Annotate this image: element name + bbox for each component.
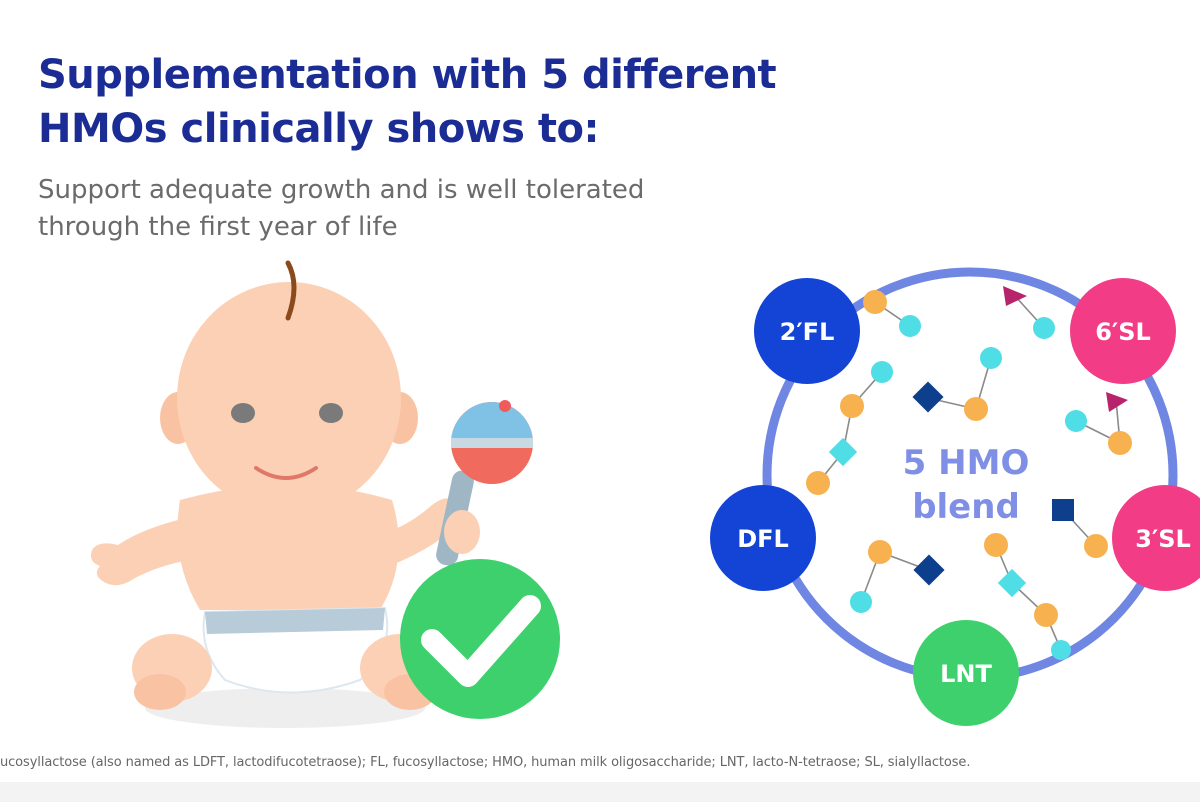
orange-nodes <box>806 290 1132 627</box>
check-icon <box>400 559 560 719</box>
bubble-circle <box>1112 485 1200 591</box>
bubble-circle <box>754 278 860 384</box>
baby-illustration <box>91 260 560 728</box>
bubble-label-2fl: 2′FL <box>780 318 835 346</box>
blend-center-line-2: blend <box>912 487 1020 527</box>
baby-right-arm <box>380 498 462 565</box>
bubble-label-dfl: DFL <box>737 525 789 553</box>
baby-head <box>177 282 401 514</box>
baby-hair-curl <box>285 260 297 321</box>
baby-left-arm <box>91 520 190 586</box>
hmo-bubble-6sl: 6′SL <box>1070 278 1176 384</box>
hmo-bubble-3sl: 3′SL <box>1112 485 1200 591</box>
page-title: Supplementation with 5 different HMOs cl… <box>38 48 838 156</box>
subtitle-line-2: through the first year of life <box>38 212 398 242</box>
diaper-band <box>205 608 385 634</box>
hmo-bubble-2fl: 2′FL <box>754 278 860 384</box>
page-subtitle: Support adequate growth and is well tole… <box>38 172 758 246</box>
cyan-diamonds <box>828 437 1027 598</box>
footnote: ucosyllactose (also named as LDFT, lacto… <box>0 755 971 770</box>
bubble-label-3sl: 3′SL <box>1135 525 1191 553</box>
cyan-nodes <box>850 315 1087 660</box>
hmo-bubble-dfl: DFL <box>710 485 816 591</box>
title-line-1: Supplementation with 5 different <box>38 52 777 98</box>
baby-shadow <box>145 688 425 728</box>
bubble-circle <box>913 620 1019 726</box>
baby-left-eye <box>231 403 255 423</box>
baby-torso <box>177 485 399 610</box>
baby-hand <box>444 510 480 554</box>
blend-center-line-1: 5 HMO <box>903 443 1030 483</box>
baby-right-eye <box>319 403 343 423</box>
title-line-2: HMOs clinically shows to: <box>38 106 600 152</box>
hmo-bubble-lnt: LNT <box>913 620 1019 726</box>
subtitle-line-1: Support adequate growth and is well tole… <box>38 175 645 205</box>
hmo-blend-diagram: 5 HMO blend 2′FL 6′SL DFL 3′SL LNT <box>710 267 1200 726</box>
baby-smile <box>254 466 318 480</box>
bubble-label-lnt: LNT <box>940 660 992 688</box>
bubble-circle <box>710 485 816 591</box>
magenta-triangles <box>1003 286 1128 412</box>
bubble-label-6sl: 6′SL <box>1095 318 1151 346</box>
bubble-circle <box>1070 278 1176 384</box>
baby-left-foot <box>134 674 186 710</box>
bottom-band <box>0 782 1200 802</box>
